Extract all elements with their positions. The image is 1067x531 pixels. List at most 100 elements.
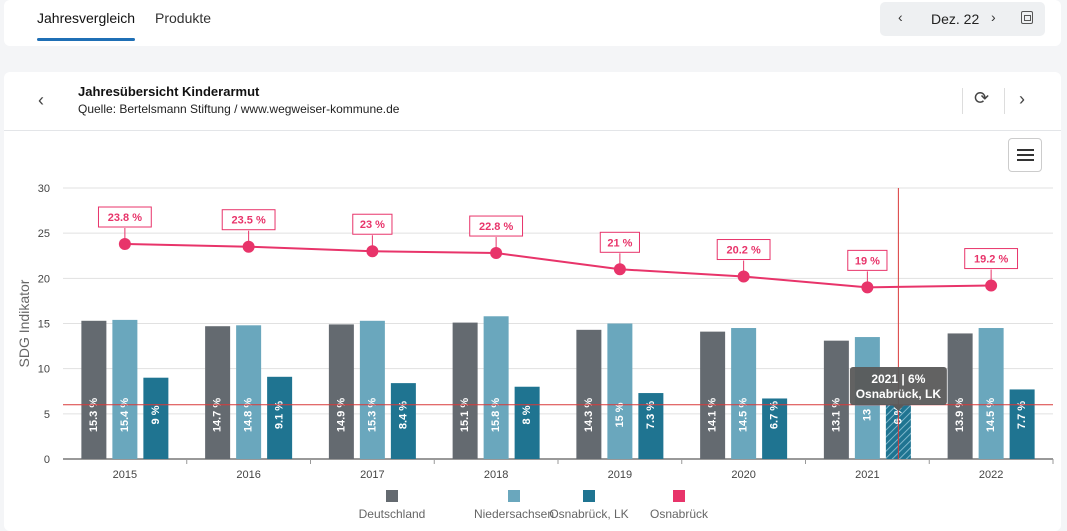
x-tick-label: 2017 xyxy=(360,469,384,481)
legend-item[interactable]: Deutschland xyxy=(359,507,426,521)
data-label: 13 xyxy=(861,409,873,421)
card-source: Quelle: Bertelsmann Stiftung / www.wegwe… xyxy=(78,102,400,116)
divider xyxy=(1004,88,1005,114)
data-label: 9 % xyxy=(150,405,162,424)
bar[interactable] xyxy=(731,328,757,459)
bar[interactable] xyxy=(143,377,169,459)
y-tick-label: 30 xyxy=(38,183,50,195)
data-label: 13.1 % xyxy=(830,398,842,432)
bar[interactable] xyxy=(638,393,664,459)
divider xyxy=(962,88,963,114)
forward-chevron-icon[interactable]: › xyxy=(1019,89,1025,109)
bar[interactable] xyxy=(359,320,385,459)
data-point[interactable] xyxy=(490,247,503,260)
bar[interactable] xyxy=(514,386,540,459)
bar[interactable] xyxy=(823,340,849,459)
y-tick-label: 10 xyxy=(38,364,50,376)
top-navigation-bar: Jahresvergleich Produkte ‹ Dez. 22 › xyxy=(4,0,1061,46)
data-point[interactable] xyxy=(737,270,750,283)
x-tick-label: 2021 xyxy=(855,469,879,481)
data-label: 15.1 % xyxy=(459,398,471,432)
data-label-box xyxy=(469,215,524,237)
y-tick-label: 20 xyxy=(38,273,50,285)
data-label: 13.9 % xyxy=(954,398,966,432)
card-header: ‹ Jahresübersicht Kinderarmut Quelle: Be… xyxy=(4,72,1061,131)
data-label: 21 % xyxy=(607,237,632,249)
y-tick-label: 25 xyxy=(38,228,50,240)
data-label: 19 % xyxy=(855,255,880,267)
previous-period-icon[interactable]: ‹ xyxy=(898,9,903,25)
data-label: 14.3 % xyxy=(583,398,595,432)
legend-item[interactable]: Osnabrück xyxy=(650,507,709,521)
data-label: 14.1 % xyxy=(707,398,719,432)
bar[interactable] xyxy=(452,322,478,459)
data-label-box xyxy=(97,206,152,228)
data-label: 7.7 % xyxy=(1016,401,1028,429)
data-label: 15.4 % xyxy=(119,398,131,432)
legend-item[interactable]: Niedersachsen xyxy=(474,507,554,521)
data-point[interactable] xyxy=(242,240,255,253)
chart-menu-button[interactable] xyxy=(1008,138,1042,172)
data-point[interactable] xyxy=(613,263,626,276)
bar[interactable] xyxy=(1009,389,1035,459)
back-chevron-icon[interactable]: ‹ xyxy=(38,90,44,110)
data-label: 23 % xyxy=(360,219,385,231)
x-tick-label: 2018 xyxy=(484,469,508,481)
data-point[interactable] xyxy=(366,245,379,258)
bar[interactable] xyxy=(112,319,138,459)
data-label: 23.5 % xyxy=(232,215,266,227)
tooltip-line1: 2021 | 6% xyxy=(871,372,925,386)
bar[interactable] xyxy=(81,320,107,459)
x-tick-label: 2016 xyxy=(236,469,260,481)
tab-produkte[interactable]: Produkte xyxy=(155,10,212,26)
data-label-box xyxy=(716,239,771,261)
bar[interactable] xyxy=(762,398,788,459)
data-label-box xyxy=(352,213,393,235)
bar[interactable] xyxy=(328,324,354,459)
data-label-box xyxy=(221,209,276,231)
legend-swatch[interactable] xyxy=(583,490,595,502)
refresh-icon[interactable]: ⟳ xyxy=(974,88,990,108)
x-tick-label: 2022 xyxy=(979,469,1003,481)
data-label: 14.8 % xyxy=(243,398,255,432)
data-label: 15.3 % xyxy=(366,398,378,432)
legend-swatch[interactable] xyxy=(386,490,398,502)
data-label-box xyxy=(964,248,1019,270)
data-label: 23.8 % xyxy=(108,212,142,224)
tab-jahresvergleich[interactable]: Jahresvergleich xyxy=(37,10,136,26)
bar[interactable] xyxy=(267,376,293,459)
x-tick-label: 2015 xyxy=(113,469,137,481)
calendar-icon[interactable] xyxy=(1021,11,1033,24)
data-point[interactable] xyxy=(985,279,998,292)
bar[interactable] xyxy=(205,326,231,459)
tooltip-pointer xyxy=(892,405,905,411)
active-tab-indicator xyxy=(37,38,135,41)
data-label: 9.1 % xyxy=(274,401,286,429)
data-label: 20.2 % xyxy=(727,245,761,257)
bar[interactable] xyxy=(607,323,633,460)
data-label: 8.4 % xyxy=(397,401,409,429)
x-tick-label: 2020 xyxy=(731,469,755,481)
y-tick-label: 15 xyxy=(38,319,50,331)
data-point[interactable] xyxy=(861,281,874,294)
legend-item[interactable]: Osnabrück, LK xyxy=(549,507,628,521)
bar[interactable] xyxy=(483,316,509,459)
data-label: 8 % xyxy=(521,405,533,424)
bar[interactable] xyxy=(700,331,726,459)
y-tick-label: 0 xyxy=(44,454,50,466)
data-label: 14.5 % xyxy=(985,398,997,432)
bar[interactable] xyxy=(390,383,416,459)
legend-swatch[interactable] xyxy=(508,490,520,502)
bar[interactable] xyxy=(947,333,973,459)
data-label: 15 % xyxy=(614,402,626,427)
data-label: 6.7 % xyxy=(769,401,781,429)
bar[interactable] xyxy=(236,325,262,459)
data-label-box xyxy=(847,249,888,271)
bar[interactable] xyxy=(576,329,602,459)
legend-swatch[interactable] xyxy=(673,490,685,502)
data-point[interactable] xyxy=(118,238,131,251)
next-period-icon[interactable]: › xyxy=(991,9,996,25)
bar[interactable] xyxy=(978,328,1004,459)
series-line xyxy=(124,243,992,289)
